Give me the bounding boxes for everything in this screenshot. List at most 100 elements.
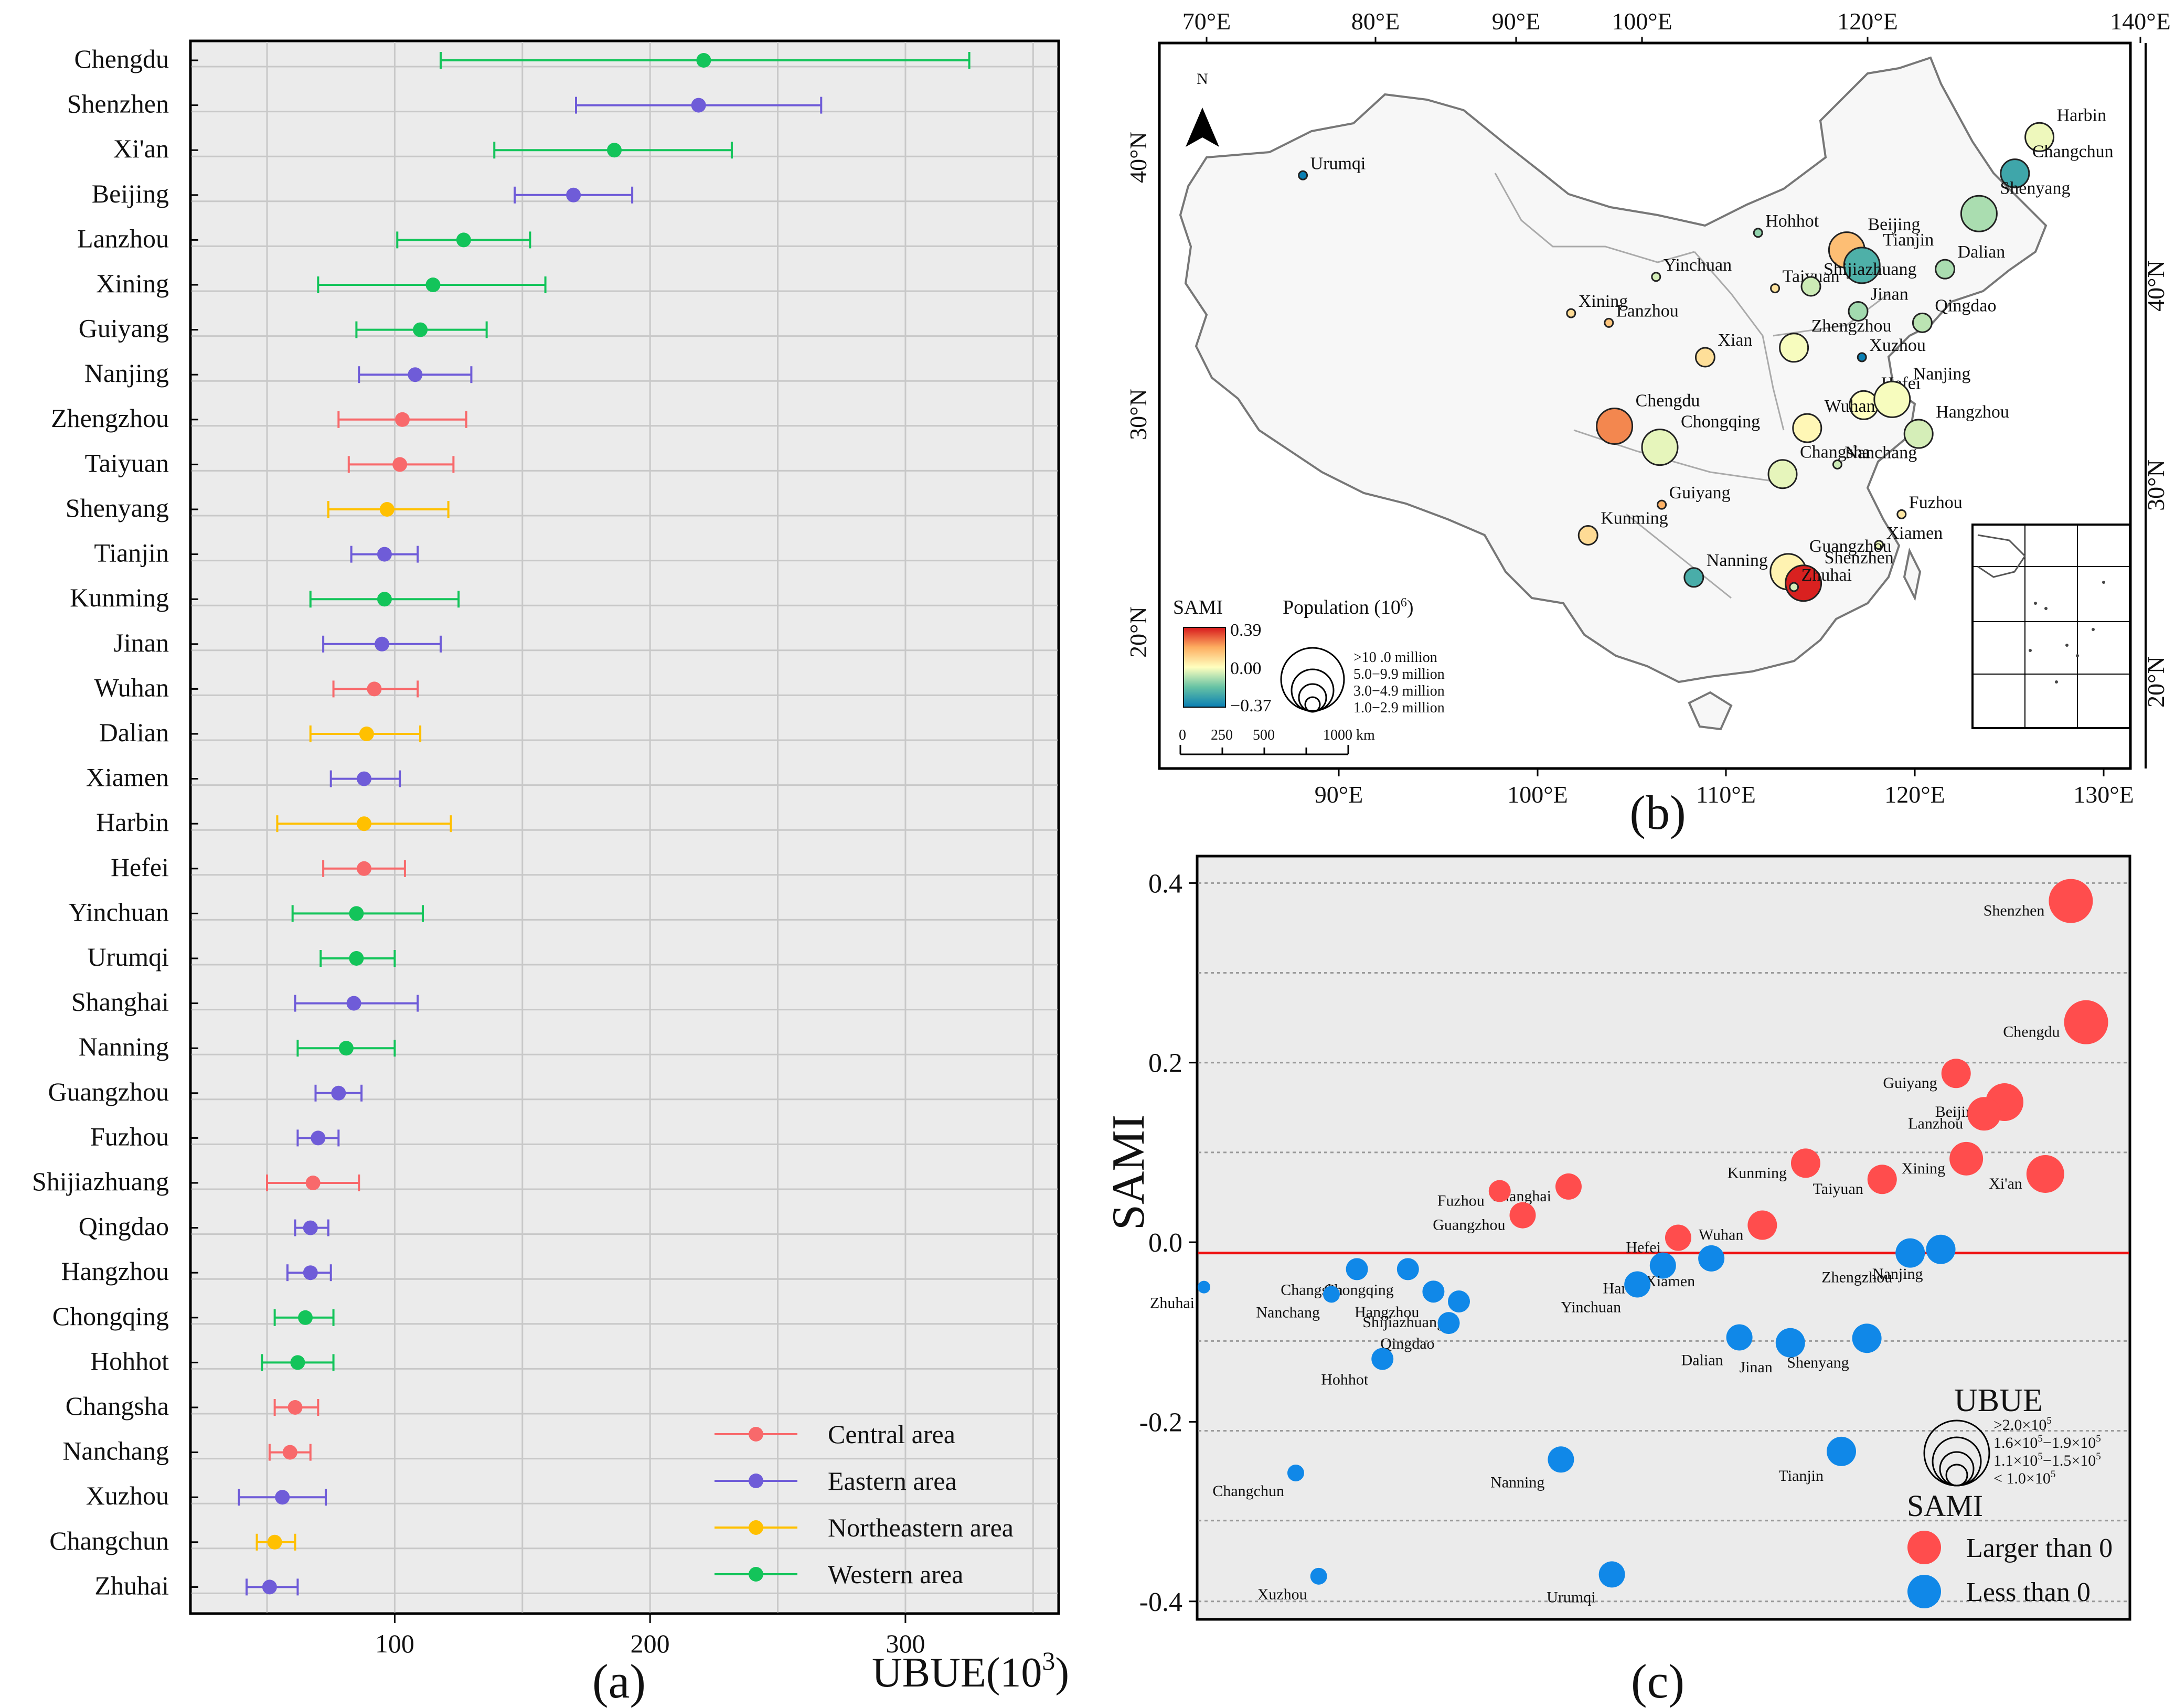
pop-class-2: 5.0−9.9 million (1353, 666, 1445, 682)
map-bubble-nanjing (1873, 380, 1911, 418)
pop-class-4: 1.0−2.9 million (1353, 700, 1445, 716)
top-tick-label: 80°E (1351, 8, 1400, 35)
city-label-wuhan: Wuhan (94, 672, 169, 702)
panel-a-errorbar-chart: Chengdu Shenzhen Xi'an Beijing Lanzhou Xining… (32, 39, 1069, 1708)
map-label-zhengzhou: Zhengzhou (1811, 316, 1892, 336)
errorbar-point (379, 502, 395, 517)
scatter-point-urumqi (1598, 1561, 1625, 1588)
scale-label-1000: 1000 km (1323, 727, 1375, 743)
errorbar-hohhot (261, 1354, 335, 1371)
map-bubble-zhengzhou (1779, 333, 1809, 363)
scatter-point-hefei (1665, 1224, 1691, 1251)
map-label-changchun: Changchun (2032, 142, 2114, 162)
map-label-wuhan: Wuhan (1825, 397, 1875, 416)
scatter-label-nanchang: Nanchang (1256, 1304, 1320, 1321)
map-label-zhuhai: Zhuhai (1801, 565, 1852, 585)
scatter-point-changsha (1346, 1258, 1368, 1280)
right-tick-label: 20°N (2142, 656, 2169, 708)
bottom-tick-label: 130°E (2073, 781, 2134, 808)
ubue-class-2: 1.6×105−1.9×105 (1993, 1433, 2101, 1451)
map-bubble-dalian (1935, 259, 1956, 280)
errorbar-point (262, 1579, 277, 1595)
errorbar-beijing (514, 186, 634, 204)
map-label-chongqing: Chongqing (1681, 412, 1760, 432)
scatter-point-shijiazhuang (1448, 1290, 1470, 1313)
scale-label-0: 0 (1179, 727, 1186, 743)
pop-class-1: >10 .0 million (1353, 649, 1437, 666)
city-label-changchun: Changchun (49, 1526, 169, 1555)
errorbar-changchun (255, 1533, 296, 1551)
map-bubble-xiamen (1874, 540, 1884, 550)
map-label-changsha: Changsha (1800, 443, 1870, 462)
map-label-beijing: Beijing (1868, 215, 1920, 234)
errorbar-point (338, 1041, 354, 1056)
ubue-legend-title: UBUE (1954, 1383, 2043, 1418)
map-bubble-xuzhou (1857, 352, 1867, 362)
c-ytick-label: -0.2 (1139, 1407, 1182, 1437)
errorbar-jinan (322, 635, 442, 653)
city-label-taiyuan: Taiyuan (85, 448, 169, 477)
sami-legend-title: SAMI (1907, 1489, 1983, 1523)
errorbar-point (357, 861, 371, 876)
map-bubble-zhuhai (1789, 582, 1799, 592)
city-label-shijiazhuang: Shijiazhuang (32, 1167, 169, 1196)
scatter-point-changchun (1287, 1464, 1304, 1481)
legend-label-eastern-area: Eastern area (828, 1466, 957, 1496)
north-label: N (1197, 70, 1208, 88)
panel-a-city-labels: Chengdu Shenzhen Xi'an Beijing Lanzhou Xining… (32, 44, 169, 1600)
panel-a-x-ticks: 100 200 300 (190, 59, 925, 1658)
city-label-chongqing: Chongqing (52, 1301, 169, 1331)
city-label-harbin: Harbin (96, 807, 169, 837)
scatter-point-harbin (1649, 1252, 1676, 1279)
c-ytick-label: 0.2 (1148, 1049, 1182, 1079)
map-bubble-kunming (1577, 525, 1598, 546)
scatter-point-lanzhou (1967, 1097, 2001, 1131)
errorbar-hefei (322, 860, 406, 877)
map-label-harbin: Harbin (2057, 105, 2106, 125)
errorbar-point (303, 1265, 318, 1280)
city-label-lanzhou: Lanzhou (77, 223, 169, 253)
errorbar-xiamen (329, 770, 401, 787)
scatter-point-qingdao (1437, 1312, 1460, 1335)
city-label-dalian: Dalian (99, 718, 169, 747)
errorbar-point (346, 996, 361, 1011)
map-label-jinan: Jinan (1871, 284, 1909, 304)
errorbar-point (425, 277, 441, 292)
scatter-label-guiyang: Guiyang (1883, 1074, 1937, 1092)
legend-marker-eastern-area (749, 1474, 763, 1488)
top-tick-label: 120°E (1837, 8, 1898, 35)
colorbar-title: SAMI (1173, 596, 1223, 618)
city-label-kunming: Kunming (70, 583, 169, 612)
map-label-guiyang: Guiyang (1669, 483, 1731, 503)
map-bubble-changsha (1767, 459, 1798, 489)
scatter-label-fuzhou: Fuzhou (1437, 1192, 1485, 1209)
scatter-point-chongqing (1396, 1258, 1419, 1280)
city-label-xuzhou: Xuzhou (86, 1481, 169, 1510)
map-bubble-hangzhou (1903, 419, 1934, 449)
scatter-point-hohhot (1371, 1348, 1394, 1370)
city-label-jinan: Jinan (113, 628, 169, 657)
errorbar-point (413, 322, 428, 337)
map-bubble-hohhot (1753, 228, 1763, 238)
legend-marker-northeastern-area (749, 1520, 763, 1535)
map-label-xuzhou: Xuzhou (1869, 336, 1926, 355)
scatter-label-guangzhou: Guangzhou (1433, 1216, 1505, 1234)
scatter-label-yinchuan: Yinchuan (1561, 1299, 1621, 1316)
map-bubble-qingdao (1912, 312, 1933, 333)
map-label-hangzhou: Hangzhou (1936, 402, 2009, 422)
errorbar-wuhan (332, 680, 419, 698)
top-tick-label: 100°E (1612, 8, 1672, 35)
errorbar-point (607, 143, 622, 158)
scatter-point-nanning (1548, 1446, 1574, 1473)
left-tick-label: 30°N (1125, 389, 1152, 440)
errorbar-changsha (273, 1399, 319, 1416)
a-xtick-label: 200 (631, 1629, 670, 1658)
legend-less-than-0-label: Less than 0 (1966, 1577, 2091, 1607)
map-label-xining: Xining (1579, 292, 1628, 311)
south-china-sea-inset (1971, 524, 2131, 729)
map-bubble-urumqi (1298, 170, 1308, 180)
errorbar-point (303, 1220, 318, 1235)
top-tick-label: 90°E (1492, 8, 1541, 35)
scatter-point-jinan (1775, 1328, 1805, 1358)
